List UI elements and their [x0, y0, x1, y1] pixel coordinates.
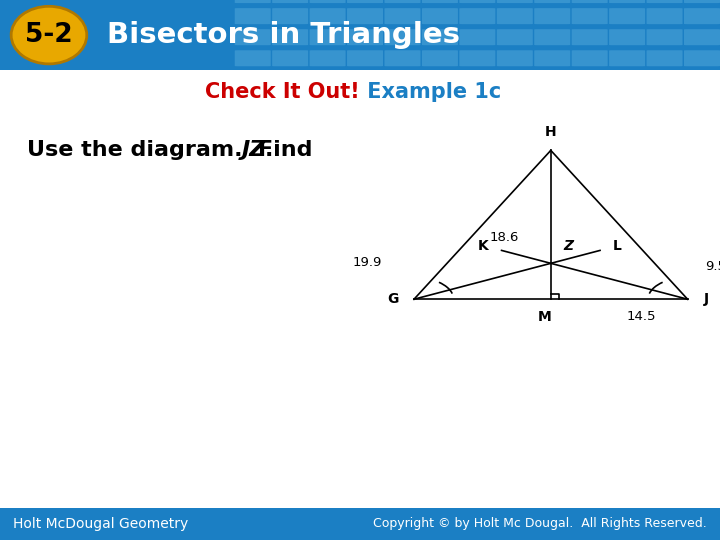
FancyBboxPatch shape	[572, 29, 608, 45]
FancyBboxPatch shape	[384, 0, 420, 3]
FancyBboxPatch shape	[534, 50, 570, 66]
Text: Z: Z	[564, 239, 574, 253]
FancyBboxPatch shape	[422, 8, 458, 24]
Text: 5-2: 5-2	[25, 22, 73, 48]
FancyBboxPatch shape	[347, 8, 383, 24]
FancyBboxPatch shape	[384, 29, 420, 45]
FancyBboxPatch shape	[647, 29, 683, 45]
FancyBboxPatch shape	[235, 29, 271, 45]
Text: H: H	[545, 125, 557, 139]
FancyBboxPatch shape	[459, 0, 495, 3]
FancyBboxPatch shape	[684, 50, 720, 66]
FancyBboxPatch shape	[647, 50, 683, 66]
FancyBboxPatch shape	[310, 29, 346, 45]
Text: 18.6: 18.6	[490, 231, 519, 244]
Text: M: M	[538, 310, 552, 325]
FancyBboxPatch shape	[347, 29, 383, 45]
Text: 9.5: 9.5	[706, 260, 720, 273]
FancyBboxPatch shape	[684, 29, 720, 45]
Text: J: J	[703, 292, 708, 306]
FancyBboxPatch shape	[572, 8, 608, 24]
FancyBboxPatch shape	[609, 50, 645, 66]
FancyBboxPatch shape	[534, 29, 570, 45]
Text: Holt McDougal Geometry: Holt McDougal Geometry	[13, 517, 188, 531]
FancyBboxPatch shape	[235, 50, 271, 66]
FancyBboxPatch shape	[497, 0, 533, 3]
FancyBboxPatch shape	[347, 50, 383, 66]
Text: K: K	[478, 239, 489, 253]
FancyBboxPatch shape	[272, 29, 308, 45]
Text: Bisectors in Triangles: Bisectors in Triangles	[107, 21, 459, 49]
FancyBboxPatch shape	[459, 50, 495, 66]
FancyBboxPatch shape	[684, 0, 720, 3]
Text: Example 1c: Example 1c	[360, 83, 501, 103]
FancyBboxPatch shape	[272, 50, 308, 66]
Text: G: G	[387, 292, 398, 306]
FancyBboxPatch shape	[422, 50, 458, 66]
FancyBboxPatch shape	[272, 8, 308, 24]
FancyBboxPatch shape	[534, 8, 570, 24]
Text: Copyright © by Holt Mc Dougal.  All Rights Reserved.: Copyright © by Holt Mc Dougal. All Right…	[373, 517, 707, 530]
FancyBboxPatch shape	[384, 50, 420, 66]
Text: L: L	[613, 239, 622, 253]
FancyBboxPatch shape	[647, 0, 683, 3]
FancyBboxPatch shape	[422, 29, 458, 45]
Text: JZ: JZ	[242, 140, 266, 160]
FancyBboxPatch shape	[497, 29, 533, 45]
FancyBboxPatch shape	[347, 0, 383, 3]
FancyBboxPatch shape	[534, 0, 570, 3]
FancyBboxPatch shape	[459, 29, 495, 45]
Ellipse shape	[12, 6, 86, 64]
FancyBboxPatch shape	[459, 8, 495, 24]
FancyBboxPatch shape	[647, 8, 683, 24]
FancyBboxPatch shape	[235, 8, 271, 24]
FancyBboxPatch shape	[310, 50, 346, 66]
FancyBboxPatch shape	[384, 8, 420, 24]
FancyBboxPatch shape	[235, 0, 271, 3]
Text: 19.9: 19.9	[352, 256, 382, 269]
FancyBboxPatch shape	[572, 50, 608, 66]
FancyBboxPatch shape	[684, 8, 720, 24]
FancyBboxPatch shape	[609, 0, 645, 3]
FancyBboxPatch shape	[310, 0, 346, 3]
Text: Use the diagram.  Find: Use the diagram. Find	[27, 140, 320, 160]
FancyBboxPatch shape	[272, 0, 308, 3]
FancyBboxPatch shape	[422, 0, 458, 3]
FancyBboxPatch shape	[572, 0, 608, 3]
FancyBboxPatch shape	[497, 8, 533, 24]
FancyBboxPatch shape	[609, 29, 645, 45]
Text: Check It Out!: Check It Out!	[205, 83, 360, 103]
Text: .: .	[265, 140, 274, 160]
FancyBboxPatch shape	[609, 8, 645, 24]
FancyBboxPatch shape	[310, 8, 346, 24]
FancyBboxPatch shape	[497, 50, 533, 66]
Text: 14.5: 14.5	[626, 310, 656, 323]
